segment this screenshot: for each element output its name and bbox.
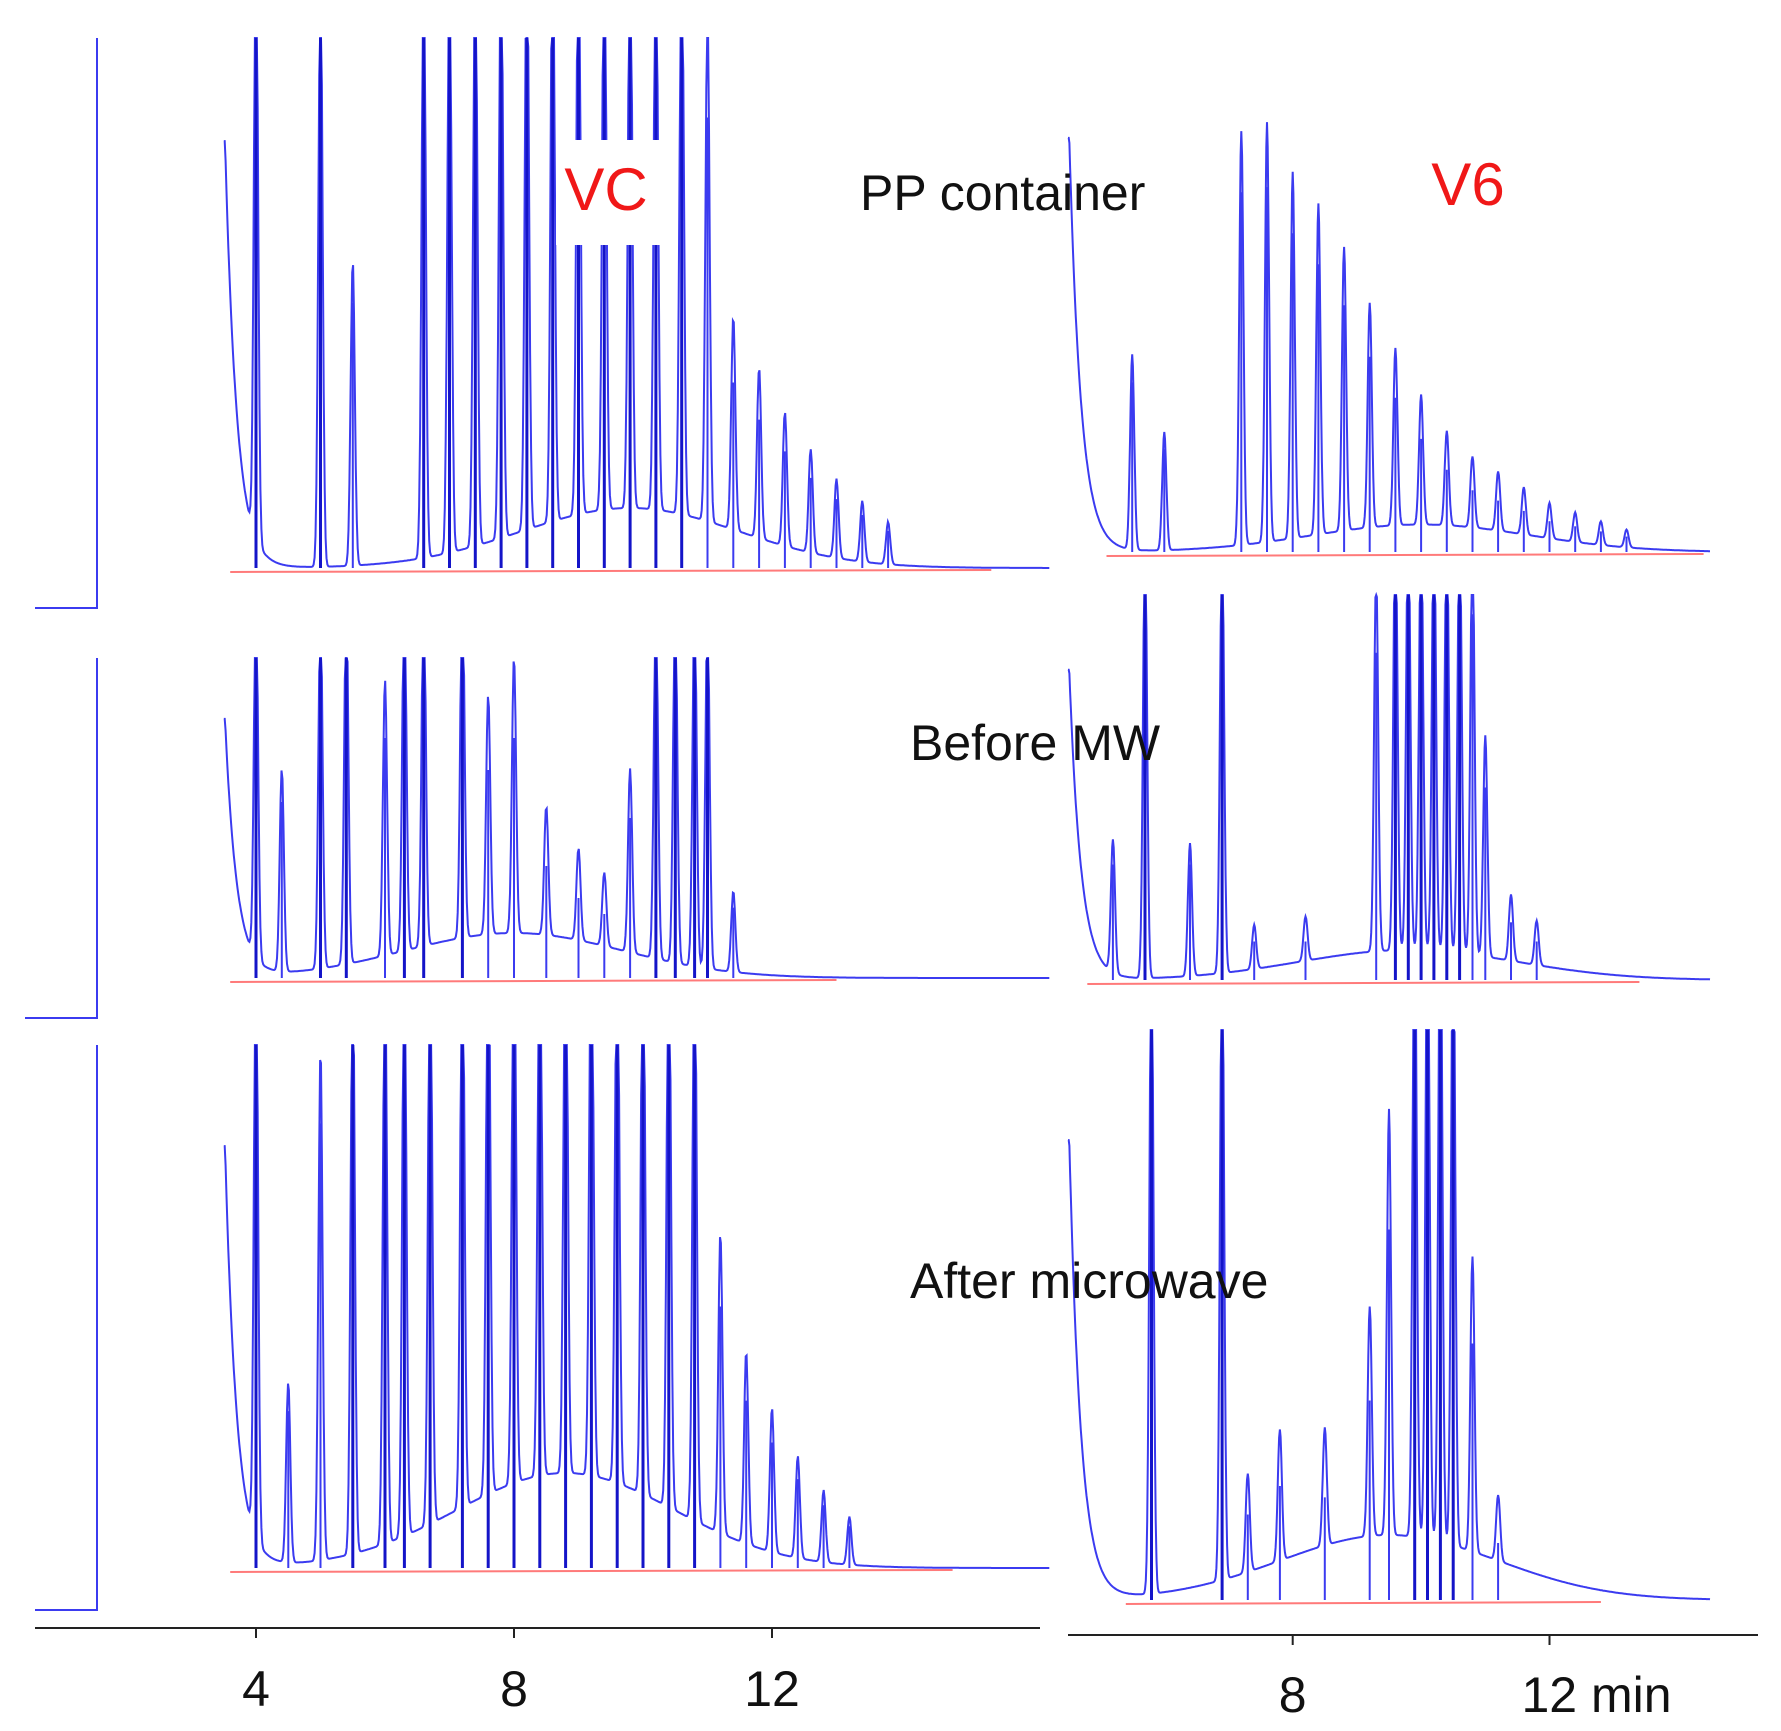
solvent-front-step-row2	[25, 658, 98, 1019]
solvent-front-step-row3	[35, 1045, 98, 1611]
trace-vc-before-mw	[223, 657, 1050, 979]
solvent-front-step-row1	[35, 38, 98, 609]
trace-v6-after-microwave	[1067, 1029, 1711, 1601]
x-tick-label-vc-4: 4	[242, 1661, 270, 1717]
integration-baseline-v6-row3	[1125, 1601, 1601, 1605]
axes-layer: 4 8 12 8 12 min	[35, 1627, 1758, 1723]
integration-baseline-vc-row2	[230, 979, 837, 983]
integration-baseline-vc-row1	[230, 569, 992, 573]
trace-v6-before-mw	[1067, 591, 1711, 981]
integration-baseline-v6-row2	[1087, 981, 1640, 985]
vc-panel-title: VC	[564, 156, 647, 223]
x-tick-label-vc-8: 8	[500, 1661, 528, 1717]
x-tick-label-v6-8: 8	[1279, 1667, 1307, 1723]
vc-title-mask	[556, 140, 674, 245]
x-tick-label-v6-12: 12 min	[1522, 1667, 1672, 1723]
x-tick-label-vc-12: 12	[744, 1661, 800, 1717]
row-label-pp-container: PP container	[860, 165, 1145, 221]
trace-vc-pp-container	[223, 37, 1050, 569]
integration-baseline-v6-row1	[1106, 553, 1704, 557]
v6-panel-title: V6	[1431, 151, 1504, 218]
trace-vc-after-microwave	[223, 1044, 1050, 1569]
trace-layer	[25, 37, 1711, 1611]
integration-baseline-vc-row3	[230, 1569, 953, 1573]
row-label-after-microwave: After microwave	[910, 1253, 1268, 1309]
row-label-before-mw: Before MW	[910, 715, 1161, 771]
trace-v6-pp-container	[1067, 122, 1710, 553]
